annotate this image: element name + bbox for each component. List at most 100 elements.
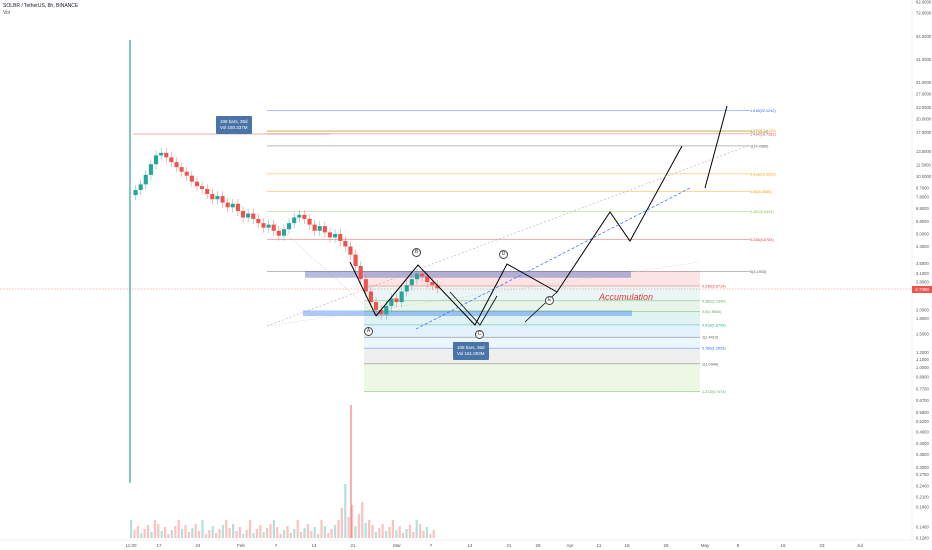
fib-level-label: 1.272(17.4120): [750, 129, 776, 133]
y-tick-label: 41.0000: [916, 57, 932, 62]
fib-zone: [364, 300, 700, 312]
candle-body: [430, 282, 435, 286]
channel-lower: [415, 187, 691, 330]
tooltip-bars: 108 bars, 36d: [457, 345, 485, 350]
volume-bar: [289, 533, 292, 538]
candle-body: [343, 240, 348, 247]
volume-bar: [419, 524, 422, 538]
y-tick-label: 0.4600: [916, 429, 929, 434]
volume-bar: [303, 528, 306, 538]
volume-bar: [398, 526, 401, 538]
volume-bar: [215, 533, 218, 538]
fib-level-label: 0.786(1.2626): [702, 347, 726, 351]
volume-bar: [364, 523, 367, 538]
range-tooltip-bottom: 108 bars, 36d Vol 161.003M: [453, 342, 489, 360]
volume-bar: [368, 520, 371, 538]
y-tick-label: 72.0000: [916, 10, 932, 15]
y-tick-label: 2.0000: [916, 308, 929, 313]
volume-bar: [238, 527, 241, 538]
volume-bar: [408, 525, 411, 538]
volume-bar: [330, 529, 333, 538]
candle-body: [292, 217, 297, 224]
volume-bar: [283, 530, 286, 538]
volume-bar: [211, 526, 214, 538]
volume-bar: [317, 534, 320, 538]
candle-body: [143, 174, 148, 185]
candle-body: [276, 230, 281, 236]
candle-body: [327, 232, 333, 238]
candle-body: [271, 224, 276, 231]
y-tick-label: 3.5000: [916, 261, 929, 266]
candle-body: [302, 214, 307, 219]
x-tick-label: 14: [311, 543, 317, 548]
volume-bar: [140, 533, 143, 538]
x-tick-label: 14: [467, 543, 473, 548]
volume-bar: [425, 527, 428, 538]
volume-bar: [347, 517, 350, 538]
volume-bar: [279, 534, 282, 538]
volume-bar: [153, 520, 156, 538]
price-axis[interactable]: 82.0000 72.0000 54.0000 41.0000 31.0000 27.00…: [911, 0, 932, 541]
y-tick-label: 0.6700: [916, 398, 929, 403]
fib-level-label: 0.382(6.5433): [750, 210, 774, 214]
candle-body: [287, 223, 292, 230]
volume-bar: [323, 526, 326, 538]
volume-bar: [334, 525, 337, 538]
candle-body: [394, 298, 399, 303]
volume-bar: [252, 533, 255, 538]
volume-bar: [412, 532, 415, 538]
fib-zone: [364, 324, 700, 338]
fib-level-label: 1.272(0.7474): [702, 390, 726, 394]
volume-bar: [385, 531, 388, 538]
volume-bar: [170, 530, 173, 538]
volume-bar: [361, 502, 364, 538]
volume-bar: [354, 526, 357, 538]
volume-bar: [218, 529, 221, 538]
candle-body: [189, 175, 194, 182]
volume-bar: [225, 520, 228, 538]
candle-body: [205, 189, 210, 194]
accumulation-label: Accumulation: [599, 292, 654, 302]
candle-body: [338, 234, 343, 241]
x-tick-label: 11: [597, 543, 602, 548]
time-axis[interactable]: 11:00 17 24 Feb 7 14 21 Mar 7 14 21 28 Apr 11 18 25 May 9…: [0, 539, 912, 548]
candle-body: [414, 273, 420, 280]
volume-bar: [276, 527, 279, 538]
candle-body: [317, 226, 322, 231]
candle-body: [251, 213, 256, 219]
candle-body: [194, 181, 200, 187]
y-tick-label: 17.0000: [916, 130, 932, 135]
volume-bar: [374, 532, 377, 538]
candle-body: [148, 164, 153, 175]
candle-body: [179, 167, 184, 172]
fib-level-label: 0.618(1.6708): [702, 323, 726, 327]
candle-body: [169, 157, 174, 163]
candle-body: [368, 291, 373, 303]
wave-label-c: C: [475, 330, 484, 339]
volume-bar: [228, 528, 231, 538]
volume-bar: [157, 524, 160, 538]
x-tick-label: 25: [663, 543, 669, 548]
y-tick-label: 82.0000: [916, 0, 932, 5]
candle-body: [353, 254, 358, 266]
y-tick-label: 3.1000: [916, 271, 929, 276]
volume-bar: [150, 532, 153, 538]
volume-bar: [136, 526, 139, 538]
volume-bar: [177, 520, 180, 538]
volume-bar: [313, 527, 316, 538]
volume-bar: [351, 505, 354, 538]
symbol-title: SOLBR / TetherUS, 8h, BINANCE: [3, 3, 79, 9]
fib-level-label: 3(17.2148): [750, 130, 769, 134]
y-tick-label: 0.2750: [916, 472, 929, 477]
y-tick-label: 20.0000: [916, 117, 932, 122]
candle-body: [363, 279, 368, 292]
candle-body: [164, 152, 169, 158]
candle-body: [379, 310, 384, 315]
candle-body: [133, 189, 138, 196]
volume-bar: [249, 520, 252, 538]
volume-bars: [130, 405, 435, 538]
volume-bar: [143, 529, 146, 538]
volume-bar: [194, 524, 197, 538]
candle-body: [246, 213, 251, 218]
